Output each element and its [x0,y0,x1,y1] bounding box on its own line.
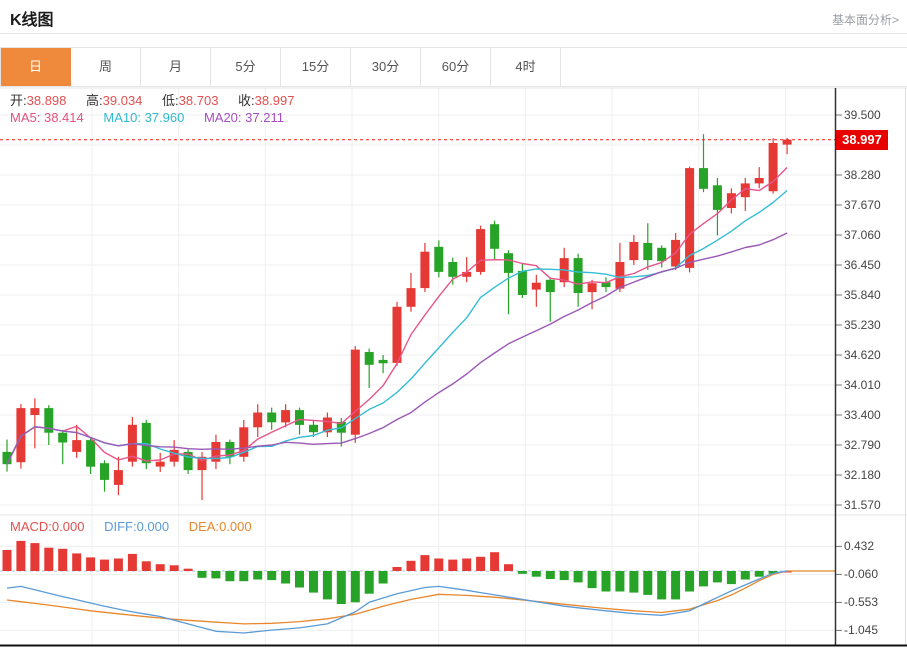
high-label: 高: [86,93,103,108]
page-title: K线图 [10,12,54,29]
tab-30min[interactable]: 30分 [351,48,421,86]
tab-day[interactable]: 日 [1,48,71,86]
open-label: 开: [10,93,27,108]
last-price-badge: 38.997 [836,130,888,150]
low-label: 低: [162,93,179,108]
ohlc-info-row: 开:38.898 高:39.034 低:38.703 收:38.997 [10,90,310,109]
ma10-value: 37.960 [144,110,185,125]
price-axis-label: 33.400 [844,408,881,422]
macd-info-row: MACD:0.000 DIFF:0.000 DEA:0.000 [10,519,268,534]
price-axis-label: 37.060 [844,228,881,242]
price-axis-label: 35.840 [844,288,881,302]
tab-60min[interactable]: 60分 [421,48,491,86]
price-axis-label: 32.180 [844,468,881,482]
price-axis-label: 39.500 [844,108,881,122]
diff-value: 0.000 [136,519,170,534]
tab-week[interactable]: 周 [71,48,141,86]
close-value: 38.997 [254,93,295,108]
ma5-label: MA5: [10,110,41,125]
ma20-value: 37.211 [245,110,284,125]
tab-4hour[interactable]: 4时 [491,48,561,86]
macd-axis-label: 0.432 [844,539,875,554]
price-axis-label: 34.620 [844,348,881,362]
tab-15min[interactable]: 15分 [281,48,351,86]
macd-axis-label: -1.045 [844,623,879,638]
ma5-value: 38.414 [43,110,84,125]
fundamental-analysis-link[interactable]: 基本面分析> [831,13,899,27]
open-value: 38.898 [26,93,67,108]
dea-value: 0.000 [219,519,252,534]
dea-label: DEA: [188,519,220,534]
diff-label: DIFF: [104,519,137,534]
low-value: 38.703 [178,93,219,108]
price-axis-label: 32.790 [844,438,881,452]
tab-month[interactable]: 月 [141,48,211,86]
header-divider [0,33,907,34]
price-axis-label: 35.230 [844,318,881,332]
period-tabbar: 日周月 5分 15分 30分 60分 4时 [0,47,907,87]
ma-info-row: MA5: 38.414 MA10: 37.960 MA20: 37.211 [10,110,300,125]
price-axis-label: 31.570 [844,498,881,512]
price-axis-label: 34.010 [844,378,881,392]
ma20-label: MA20: [203,110,242,125]
macd-label: MACD: [10,519,52,534]
tab-5min[interactable]: 5分 [211,48,281,86]
high-value: 39.034 [102,93,143,108]
price-axis-label: 37.670 [844,198,881,212]
ma10-label: MA10: [103,110,141,125]
macd-axis-label: -0.060 [844,567,879,582]
close-label: 收: [238,93,255,108]
macd-value: 0.000 [51,519,85,534]
macd-axis-label: -0.553 [844,595,879,610]
price-axis-label: 38.280 [844,168,881,182]
price-axis-label: 36.450 [844,258,881,272]
